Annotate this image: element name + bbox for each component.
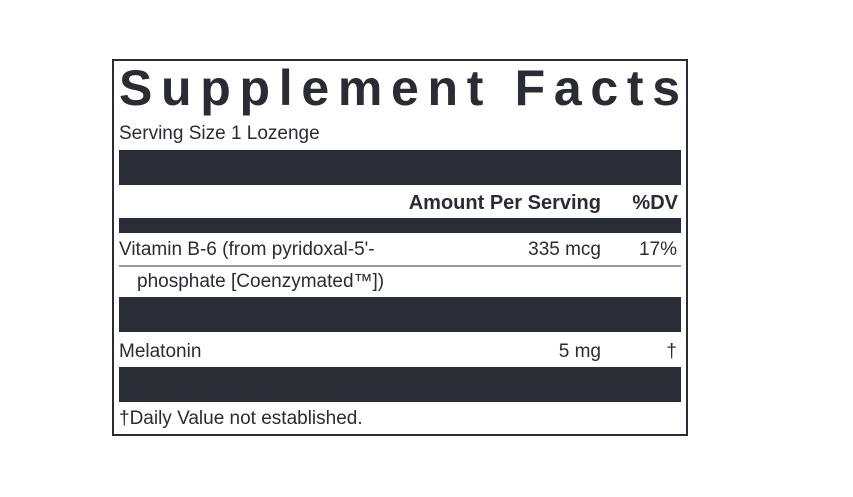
nutrient-name: Vitamin B-6 (from pyridoxal-5'- xyxy=(119,239,375,260)
nutrient-dv: † xyxy=(666,341,677,362)
divider-bar xyxy=(119,150,681,185)
nutrient-name: Melatonin xyxy=(119,341,201,362)
divider-bar xyxy=(119,297,681,332)
dv-header: %DV xyxy=(632,192,678,214)
divider-bar xyxy=(119,367,681,402)
nutrient-dv: 17% xyxy=(639,239,677,260)
divider-bar xyxy=(119,218,681,233)
label-title: Supplement Facts xyxy=(119,60,680,116)
nutrient-name-continued: phosphate [Coenzymated™]) xyxy=(137,271,384,292)
serving-size: Serving Size 1 Lozenge xyxy=(119,123,320,144)
amount-header: Amount Per Serving xyxy=(409,192,601,214)
nutrient-amount: 335 mcg xyxy=(528,239,601,260)
footnote: †Daily Value not established. xyxy=(119,408,363,429)
nutrient-amount: 5 mg xyxy=(559,341,601,362)
